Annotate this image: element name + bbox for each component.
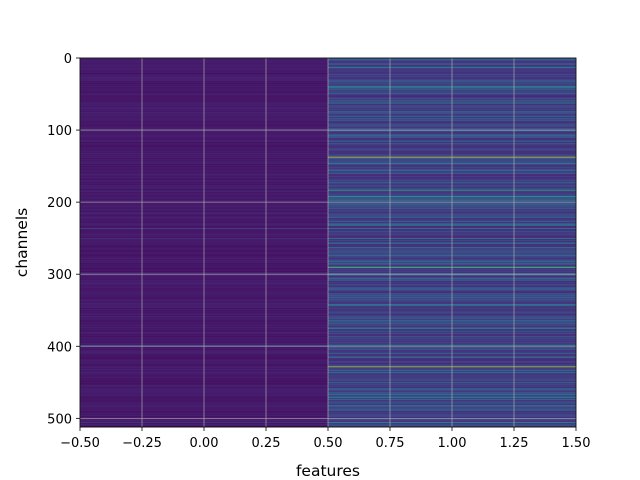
x-axis-label: features bbox=[296, 462, 360, 480]
y-axis-ticks: 0 100 200 300 400 500 bbox=[47, 52, 80, 427]
x-tick-label: 1.25 bbox=[500, 436, 529, 451]
x-tick-label: 0.00 bbox=[190, 436, 219, 451]
x-tick-label: 0.50 bbox=[314, 436, 343, 451]
x-tick-label: 1.00 bbox=[438, 436, 467, 451]
x-tick-label: 0.25 bbox=[252, 436, 281, 451]
y-tick-label: 200 bbox=[47, 196, 72, 211]
y-tick-label: 400 bbox=[47, 340, 72, 355]
y-tick-label: 300 bbox=[47, 268, 72, 283]
y-tick-label: 500 bbox=[47, 412, 72, 427]
y-tick-label: 0 bbox=[64, 52, 72, 67]
y-axis-label: channels bbox=[13, 208, 31, 277]
x-tick-label: −0.25 bbox=[122, 436, 162, 451]
x-tick-label: −0.50 bbox=[60, 436, 100, 451]
x-tick-label: 0.75 bbox=[376, 436, 405, 451]
x-axis-ticks: −0.50 −0.25 0.00 0.25 0.50 0.75 1.00 1.25 1.50 bbox=[60, 427, 590, 451]
x-tick-label: 1.50 bbox=[562, 436, 591, 451]
y-tick-label: 100 bbox=[47, 124, 72, 139]
